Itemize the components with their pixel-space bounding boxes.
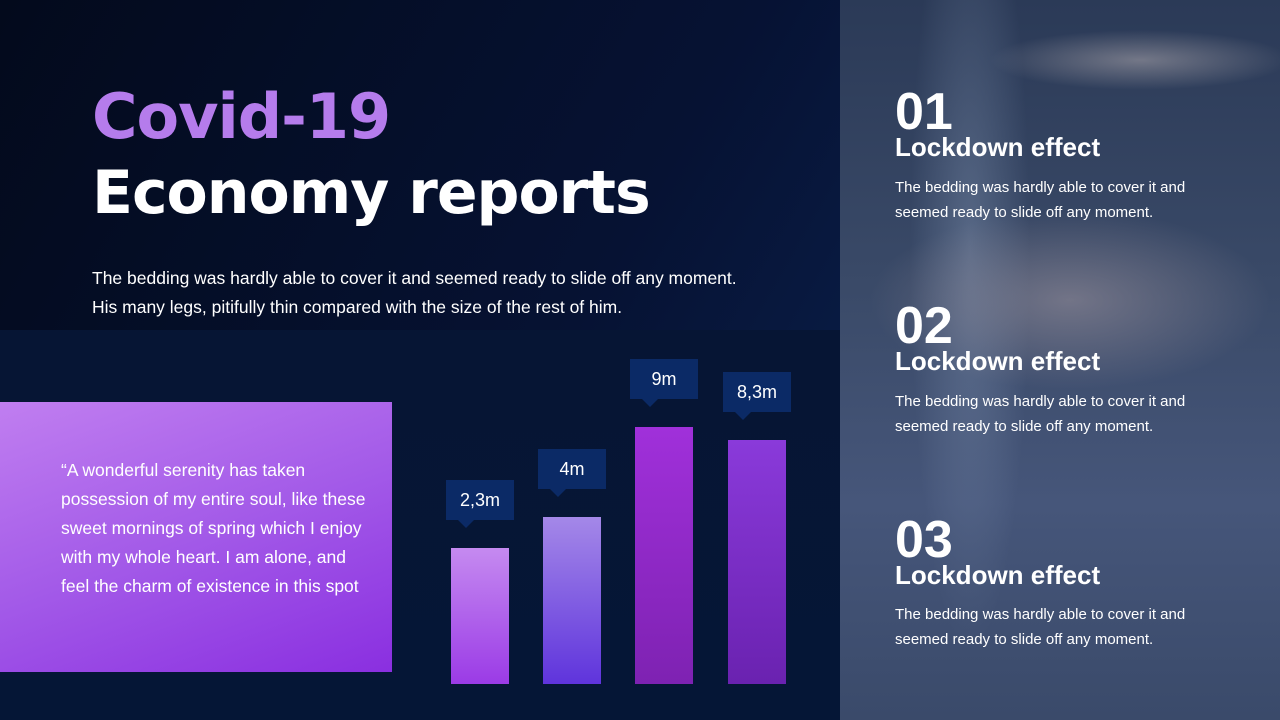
data-label: 2,3m bbox=[446, 479, 514, 528]
quote-text: “A wonderful serenity has taken possessi… bbox=[61, 460, 366, 596]
photo-water-hands bbox=[840, 0, 1280, 720]
data-label: 4m bbox=[538, 449, 606, 497]
item-text: The bedding was hardly able to cover it … bbox=[895, 606, 1186, 648]
item-text: The bedding was hardly able to cover it … bbox=[895, 179, 1186, 221]
quote-box bbox=[0, 402, 392, 672]
bar bbox=[635, 427, 693, 684]
item-heading: Lockdown effect bbox=[895, 132, 1101, 162]
title-covid: Covid-19 bbox=[92, 80, 391, 153]
title-economy: Economy reports bbox=[92, 158, 651, 228]
data-label: 8,3m bbox=[723, 371, 791, 420]
item-text: The bedding was hardly able to cover it … bbox=[895, 393, 1186, 435]
item-number: 02 bbox=[895, 297, 953, 355]
data-label: 9m bbox=[630, 359, 698, 407]
item-heading: Lockdown effect bbox=[895, 560, 1101, 590]
bar bbox=[543, 517, 601, 684]
bar bbox=[451, 547, 509, 684]
item-number: 01 bbox=[895, 83, 953, 141]
intro-text: The bedding was hardly able to cover it … bbox=[92, 268, 737, 317]
item-heading: Lockdown effect bbox=[895, 346, 1101, 376]
bar bbox=[728, 439, 786, 684]
item-number: 03 bbox=[895, 511, 953, 569]
